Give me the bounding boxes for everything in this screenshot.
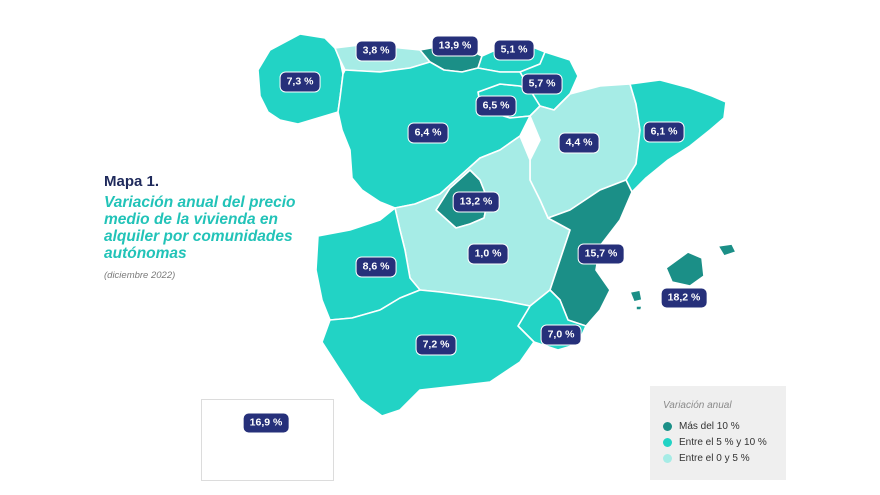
legend: Variación anual Más del 10 % Entre el 5 … (650, 386, 786, 480)
legend-swatch (663, 453, 672, 463)
legend-swatch (663, 421, 672, 431)
legend-title: Variación anual (663, 400, 732, 411)
legend-label: Más del 10 % (679, 420, 740, 432)
badge-illes-balears: 18,2 % (660, 287, 708, 309)
map-title-line: autónomas (104, 245, 187, 262)
badge-extremadura: 8,6 % (355, 256, 397, 278)
map-title-block: Mapa 1. Variación anual del precio medio… (104, 173, 324, 281)
badge-canarias: 16,9 % (242, 412, 290, 434)
map-title-line: alquiler por comunidades (104, 228, 293, 245)
badge-cantabria: 13,9 % (431, 35, 479, 57)
badge-castilla-la-mancha: 1,0 % (467, 243, 509, 265)
legend-label: Entre el 5 % y 10 % (679, 436, 767, 448)
map-title-line: Variación anual del precio (104, 194, 296, 211)
badge-murcia: 7,0 % (540, 324, 582, 346)
region-illes-balears-formentera (635, 305, 643, 311)
map-title: Variación anual del precio medio de la v… (104, 194, 324, 262)
badge-pais-vasco: 5,1 % (493, 39, 535, 61)
badge-andalucia: 7,2 % (415, 334, 457, 356)
badge-navarra: 5,7 % (521, 73, 563, 95)
legend-label: Entre el 0 y 5 % (679, 452, 750, 464)
badge-asturias: 3,8 % (355, 40, 397, 62)
badge-castilla-y-leon: 6,4 % (407, 122, 449, 144)
badge-aragon: 4,4 % (558, 132, 600, 154)
legend-item: Entre el 5 % y 10 % (663, 435, 786, 449)
legend-item: Entre el 0 y 5 % (663, 451, 786, 465)
badge-comunidad-valenciana: 15,7 % (577, 243, 625, 265)
region-illes-balears-ibiza (629, 289, 643, 303)
region-illes-balears-mallorca (665, 251, 705, 287)
badge-galicia: 7,3 % (279, 71, 321, 93)
canarias-inset-box (201, 399, 334, 481)
region-illes-balears-menorca (717, 243, 737, 257)
map-date: (diciembre 2022) (104, 270, 176, 281)
badge-madrid: 13,2 % (452, 191, 500, 213)
map-title-line: medio de la vivienda en (104, 211, 279, 228)
badge-cataluna: 6,1 % (643, 121, 685, 143)
badge-la-rioja: 6,5 % (475, 95, 517, 117)
legend-swatch (663, 437, 672, 447)
map-number: Mapa 1. (104, 173, 160, 190)
legend-item: Más del 10 % (663, 419, 786, 433)
